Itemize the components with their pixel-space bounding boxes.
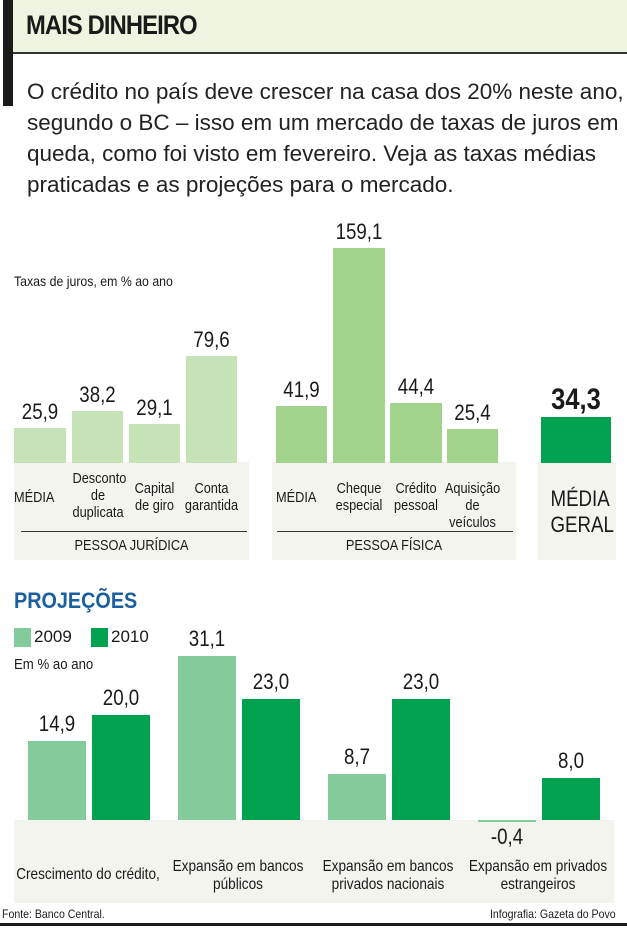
bar [478,820,536,823]
bar [276,406,327,463]
data-label: 44,4 [397,374,435,400]
category-label: Crédito pessoal [394,480,438,514]
accent-bar [3,0,13,106]
pj-divider [21,531,247,532]
pf-divider [277,531,513,532]
category-label: Desconto de duplicata [72,470,127,521]
bottom-rule [0,923,627,926]
bar [541,416,611,463]
category-label: MÉDIA [14,489,55,506]
group-label: PESSOA FÍSICA [345,537,443,554]
data-label: 41,9 [283,377,320,403]
data-label: 25,9 [21,399,59,425]
data-label: 31,1 [188,626,226,652]
bar [186,355,237,463]
legend-label-2010: 2010 [111,627,149,646]
data-label: 38,2 [79,382,116,408]
bar [92,714,150,820]
data-label: 34,3 [551,382,601,416]
bar [333,248,385,463]
group-label: PESSOA JURÍDICA [74,537,189,554]
source: Fonte: Banco Central. [2,907,105,921]
bar [390,403,442,463]
data-label: 23,0 [252,668,290,694]
page-title: MAIS DINHEIRO [26,10,198,40]
pf-band [272,462,516,560]
data-label: 20,0 [102,684,140,710]
credit: Infografia: Gazeta do Povo [490,907,616,921]
data-label: 25,4 [454,399,491,425]
projections-band [14,820,614,903]
legend-swatch-2009 [14,628,31,647]
data-label: 8,0 [557,747,585,773]
category-label: Aquisição de veículos [444,480,501,531]
legend-swatch-2010 [91,628,108,647]
category-label: Cheque especial [335,480,383,514]
bar [447,428,498,463]
category-label: MÉDIA [276,489,317,506]
bar [129,423,180,463]
header-band [13,0,627,54]
category-label: Expansão em privados estrangeiros [468,858,608,893]
bar [328,774,386,820]
data-label: 23,0 [402,668,440,694]
category-label: Conta garantida [184,480,239,514]
bar [542,777,600,820]
legend-label-2009: 2009 [34,627,72,646]
data-label: 29,1 [136,394,173,420]
data-label: 8,7 [343,744,371,770]
bar [392,698,450,820]
intro-text: O crédito no país deve crescer na casa d… [27,79,624,197]
bar [242,698,300,820]
pj-band [14,462,249,560]
media-geral-band [538,462,616,560]
bar [14,428,66,463]
category-label: Expansão em bancos privados nacionais [322,858,454,893]
top-chart-ylabel: Taxas de juros, em % ao ano [14,273,173,289]
bar [72,411,123,463]
category-label: Expansão em bancos públicos [172,858,304,893]
data-label: 14,9 [38,711,76,737]
category-label: MÉDIA GERAL [550,486,614,537]
bar [178,656,236,820]
projections-title: PROJEÇÕES [14,588,138,613]
bar [28,741,86,820]
data-label: 159,1 [335,219,383,245]
category-label: Crescimento do crédito, [16,866,160,883]
data-label: -0,4 [490,824,524,849]
projections-ylabel: Em % ao ano [14,656,94,673]
data-label: 79,6 [193,326,230,352]
category-label: Capital de giro [134,480,175,514]
